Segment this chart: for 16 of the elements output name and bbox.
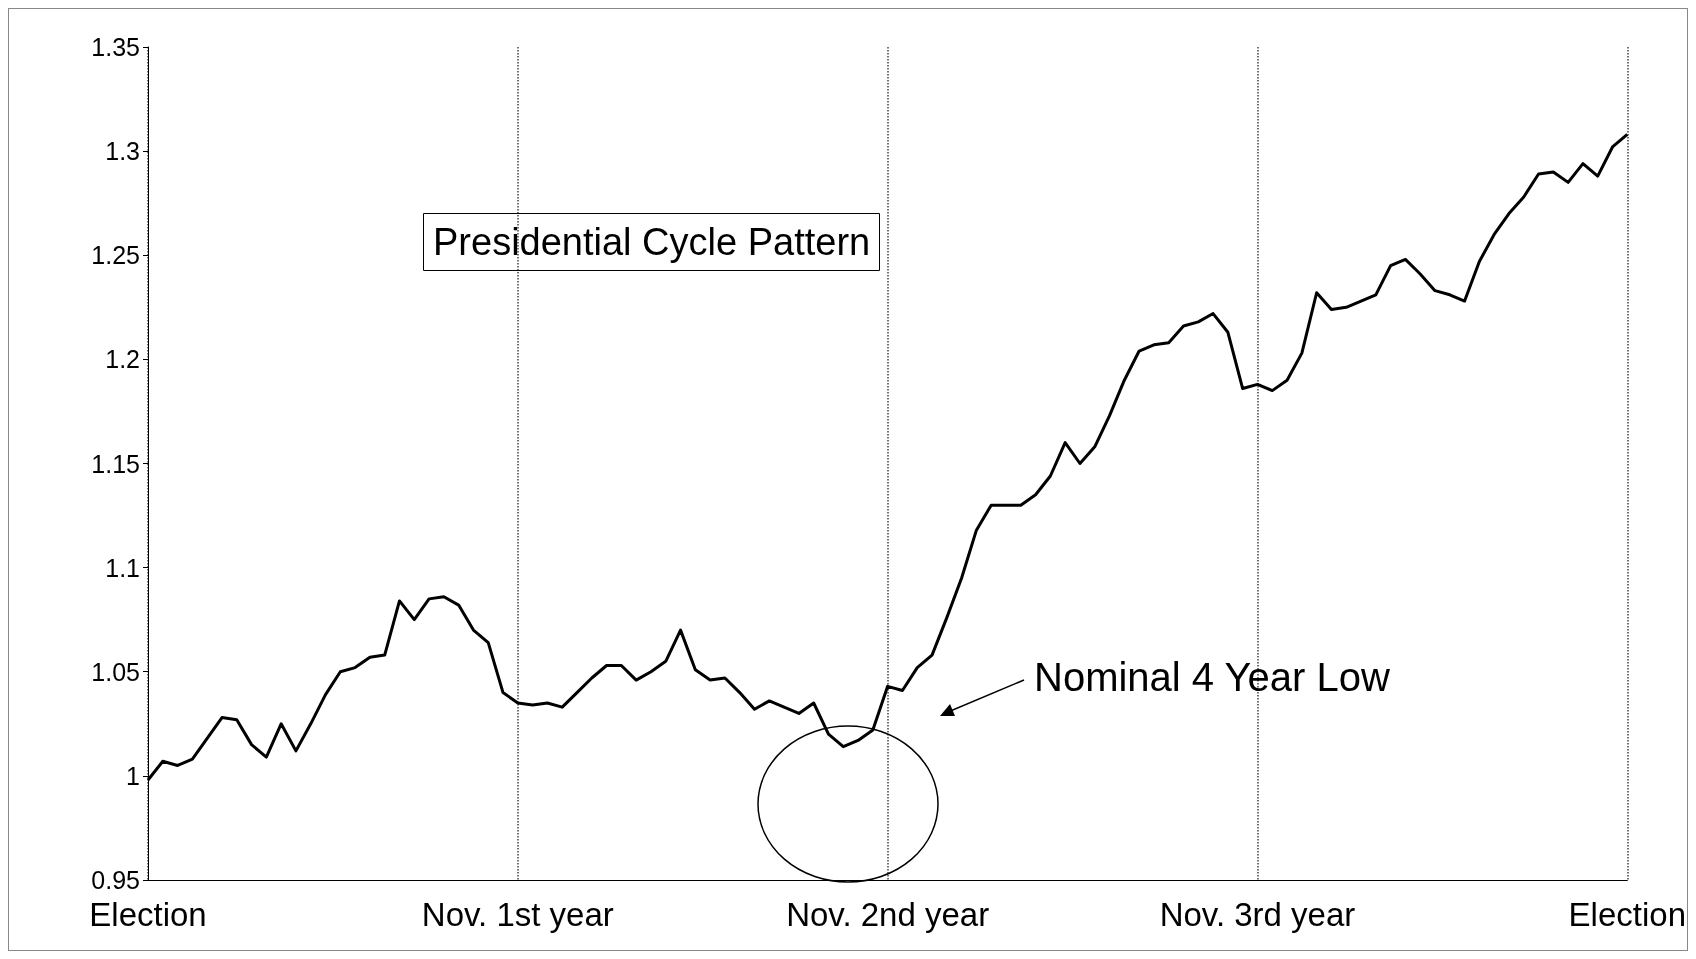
x-tick-label: Nov. 2nd year	[786, 896, 990, 933]
y-tick-label: 1.2	[105, 345, 140, 374]
y-tick-label: 1	[126, 761, 140, 790]
text: Presidential Cycle Pattern	[433, 221, 871, 263]
x-tick-label: Election	[1568, 896, 1686, 933]
x-tick-label: Nov. 1st year	[421, 896, 614, 933]
y-tick-label: 1.25	[91, 241, 140, 270]
y-tick-label: 0.95	[91, 866, 140, 894]
y-tick-label: 1.1	[105, 553, 140, 582]
y-tick-label: 1.35	[91, 33, 140, 61]
x-tick-label: Election	[89, 896, 207, 933]
y-tick-label: 1.3	[105, 137, 140, 166]
x-tick-label: Nov. 3rd year	[1159, 896, 1356, 933]
y-tick-label: 1.15	[91, 449, 140, 478]
y-tick-label: 1.05	[91, 657, 140, 686]
annotation: Nominal 4 Year Low	[1034, 655, 1390, 700]
